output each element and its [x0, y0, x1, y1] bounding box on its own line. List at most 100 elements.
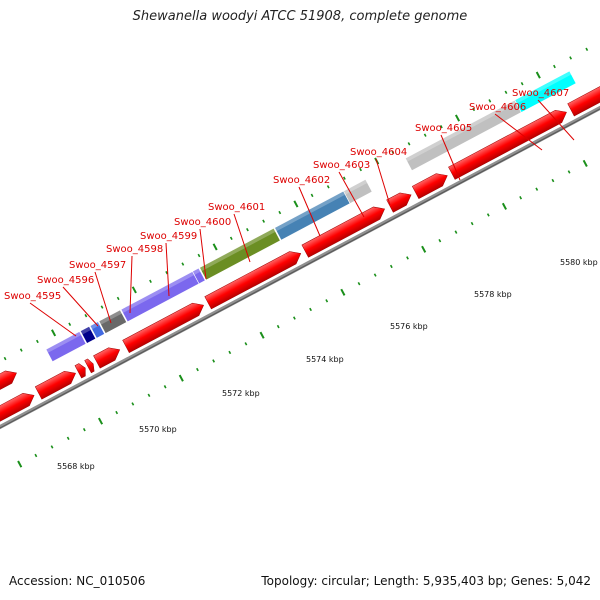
gene-label-leader — [129, 255, 133, 314]
gene-arrow — [411, 173, 448, 199]
scale-tick — [3, 356, 7, 361]
gene-arrow — [567, 80, 600, 117]
gene-arrow-shape — [567, 80, 600, 117]
scale-tick — [535, 71, 541, 79]
gene-label: Swoo_4607 — [512, 88, 569, 99]
scale-tick — [212, 359, 216, 363]
scale-tick — [68, 322, 72, 326]
scale-tick — [340, 288, 346, 296]
scale-label: 5572 kbp — [222, 389, 260, 398]
cog-bar-highlight — [45, 331, 82, 353]
backbone-line — [0, 105, 600, 430]
gene-arrow-shape — [0, 370, 17, 413]
gene-arrow-shape — [84, 358, 95, 374]
cog-bar-fill — [79, 325, 97, 344]
scale-tick — [84, 313, 88, 318]
cog-bar-highlight — [80, 326, 92, 335]
gene-label-leader — [199, 228, 207, 280]
gene-arrow — [74, 363, 86, 379]
gene-label-leader — [233, 213, 251, 263]
cog-bar — [514, 70, 577, 113]
cog-bar-fill — [199, 227, 281, 281]
cog-bar — [199, 227, 281, 281]
scale-tick — [100, 305, 104, 309]
scale-tick — [454, 230, 458, 234]
backbone-shadow — [0, 108, 600, 429]
cog-bar-fill — [89, 321, 105, 339]
scale-tick — [326, 185, 330, 189]
scale-ticks-layer — [3, 47, 600, 468]
scale-tick — [567, 170, 571, 174]
scale-tick — [551, 178, 555, 183]
gene-arrow-shape — [411, 173, 448, 199]
backbone-layer — [0, 105, 600, 430]
scale-tick — [423, 133, 427, 137]
scale-tick — [520, 81, 524, 86]
gene-label: Swoo_4598 — [106, 244, 163, 255]
scale-tick — [66, 436, 70, 441]
cog-bar-highlight — [274, 191, 346, 232]
scale-tick — [131, 286, 137, 294]
scale-tick — [310, 193, 314, 198]
scale-tick — [147, 393, 151, 398]
cog-bar — [89, 321, 105, 339]
label-leaders-layer — [29, 99, 575, 337]
scale-label: 5576 kbp — [390, 322, 428, 331]
scale-label: 5570 kbp — [139, 425, 177, 434]
cog-bar-highlight — [514, 70, 572, 104]
gene-arrow-shape — [122, 302, 204, 353]
scale-tick — [262, 219, 266, 223]
scale-tick — [454, 114, 461, 122]
scale-tick — [342, 176, 346, 180]
scale-tick — [165, 270, 169, 275]
scale-tick — [582, 159, 588, 167]
gene-arrow — [448, 109, 567, 180]
gene-arrow — [0, 393, 35, 423]
scale-label: 5580 kbp — [560, 258, 598, 267]
gene-arrow — [122, 302, 204, 353]
scale-tick — [438, 239, 442, 243]
gene-arrow-shape — [204, 251, 302, 310]
accession-text: Accession: NC_010506 — [9, 574, 146, 588]
gene-arrow-shape — [386, 192, 412, 213]
scale-tick — [212, 243, 218, 251]
scale-tick — [439, 124, 443, 129]
scale-tick — [51, 329, 57, 337]
cog-bar-highlight — [192, 268, 201, 275]
gene-label-leader — [440, 134, 461, 181]
gene-arrow — [204, 251, 302, 310]
scale-tick — [569, 56, 573, 60]
scale-tick — [259, 331, 265, 339]
scale-tick — [115, 410, 119, 415]
scale-tick — [97, 417, 104, 425]
gene-arrow — [0, 370, 17, 413]
gene-label: Swoo_4597 — [69, 260, 126, 271]
gene-label: Swoo_4596 — [37, 275, 94, 286]
scale-tick — [178, 374, 184, 382]
scale-tick — [196, 367, 199, 372]
scale-tick — [19, 348, 23, 352]
map-title: Shewanella woodyi ATCC 51908, complete g… — [132, 9, 468, 24]
scale-tick — [34, 453, 38, 458]
scale-tick — [421, 245, 427, 253]
cog-bar-highlight — [120, 271, 195, 313]
gene-label: Swoo_4602 — [273, 175, 330, 186]
scale-label: 5578 kbp — [474, 290, 512, 299]
scale-tick — [359, 167, 362, 172]
scale-tick — [181, 262, 185, 266]
scale-tick — [131, 402, 135, 406]
scale-tick — [17, 460, 23, 468]
cog-bar-highlight — [405, 100, 517, 162]
gene-label-leader — [298, 186, 321, 237]
gene-label: Swoo_4600 — [174, 217, 231, 228]
scale-tick — [535, 187, 539, 191]
scale-tick — [35, 339, 39, 344]
gene-label: Swoo_4604 — [350, 147, 407, 158]
gene-label: Swoo_4595 — [4, 291, 61, 302]
scale-tick — [278, 210, 282, 215]
scale-tick — [292, 316, 296, 320]
scale-tick — [504, 90, 508, 94]
scale-tick — [229, 236, 233, 241]
gene-label-leader — [494, 113, 543, 151]
